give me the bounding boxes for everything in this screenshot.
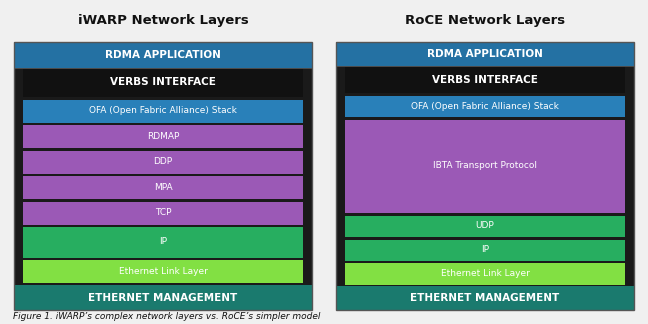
Text: MPA: MPA: [154, 183, 172, 191]
FancyBboxPatch shape: [23, 202, 303, 225]
FancyBboxPatch shape: [23, 125, 303, 148]
Text: OFA (Open Fabric Alliance) Stack: OFA (Open Fabric Alliance) Stack: [411, 101, 559, 110]
Text: TCP: TCP: [155, 208, 171, 217]
FancyBboxPatch shape: [23, 176, 303, 199]
FancyBboxPatch shape: [23, 99, 303, 122]
Text: UDP: UDP: [476, 221, 494, 230]
Text: iWARP Network Layers: iWARP Network Layers: [78, 14, 248, 27]
Text: RDMA APPLICATION: RDMA APPLICATION: [427, 49, 543, 59]
FancyBboxPatch shape: [345, 263, 625, 285]
FancyBboxPatch shape: [14, 285, 312, 310]
FancyBboxPatch shape: [336, 286, 634, 310]
Text: IBTA Transport Protocol: IBTA Transport Protocol: [433, 161, 537, 170]
FancyBboxPatch shape: [14, 42, 312, 68]
FancyBboxPatch shape: [345, 215, 625, 237]
FancyBboxPatch shape: [336, 42, 634, 66]
FancyBboxPatch shape: [23, 260, 303, 283]
FancyBboxPatch shape: [23, 227, 303, 258]
Text: IP: IP: [481, 245, 489, 254]
FancyBboxPatch shape: [336, 66, 634, 286]
Text: ETHERNET MANAGEMENT: ETHERNET MANAGEMENT: [88, 293, 238, 303]
Text: VERBS INTERFACE: VERBS INTERFACE: [432, 75, 538, 85]
FancyBboxPatch shape: [23, 151, 303, 174]
Text: RDMA APPLICATION: RDMA APPLICATION: [105, 50, 221, 60]
Text: ETHERNET MANAGEMENT: ETHERNET MANAGEMENT: [410, 294, 560, 303]
Text: DDP: DDP: [154, 157, 172, 166]
Text: Figure 1. iWARP’s complex network layers vs. RoCE’s simpler model: Figure 1. iWARP’s complex network layers…: [13, 312, 320, 321]
Text: RoCE Network Layers: RoCE Network Layers: [405, 14, 565, 27]
FancyBboxPatch shape: [23, 69, 303, 97]
FancyBboxPatch shape: [345, 120, 625, 213]
Text: Ethernet Link Layer: Ethernet Link Layer: [119, 267, 207, 276]
FancyBboxPatch shape: [345, 67, 625, 93]
FancyBboxPatch shape: [345, 96, 625, 117]
Text: IP: IP: [159, 237, 167, 246]
Text: VERBS INTERFACE: VERBS INTERFACE: [110, 77, 216, 87]
Text: RDMAP: RDMAP: [147, 132, 179, 141]
FancyBboxPatch shape: [14, 68, 312, 285]
Text: Ethernet Link Layer: Ethernet Link Layer: [441, 269, 529, 278]
FancyBboxPatch shape: [345, 239, 625, 261]
Text: OFA (Open Fabric Alliance) Stack: OFA (Open Fabric Alliance) Stack: [89, 106, 237, 115]
